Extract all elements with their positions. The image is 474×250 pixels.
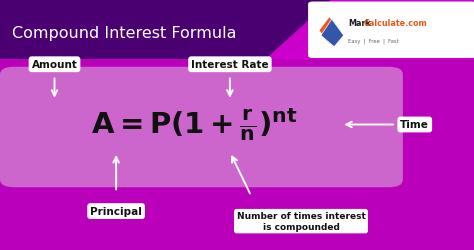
- Text: Interest Rate: Interest Rate: [191, 60, 269, 70]
- Polygon shape: [265, 0, 474, 60]
- Text: Principal: Principal: [90, 206, 142, 216]
- FancyBboxPatch shape: [0, 68, 403, 188]
- Text: Compound Interest Formula: Compound Interest Formula: [12, 26, 237, 41]
- Text: Calculate.com: Calculate.com: [364, 19, 428, 28]
- Polygon shape: [319, 18, 340, 45]
- Text: Amount: Amount: [32, 60, 77, 70]
- FancyBboxPatch shape: [0, 0, 474, 22]
- FancyBboxPatch shape: [0, 0, 474, 60]
- Polygon shape: [321, 20, 344, 48]
- Text: Time: Time: [401, 120, 429, 130]
- Text: Mark: Mark: [348, 19, 371, 28]
- Text: Number of times interest
is compounded: Number of times interest is compounded: [237, 212, 365, 231]
- Text: $\mathbf{A = P(1 + \frac{r}{n})^{nt}}$: $\mathbf{A = P(1 + \frac{r}{n})^{nt}}$: [91, 106, 298, 142]
- FancyBboxPatch shape: [308, 2, 474, 59]
- Text: Easy  |  Free  |  Fast: Easy | Free | Fast: [348, 38, 399, 44]
